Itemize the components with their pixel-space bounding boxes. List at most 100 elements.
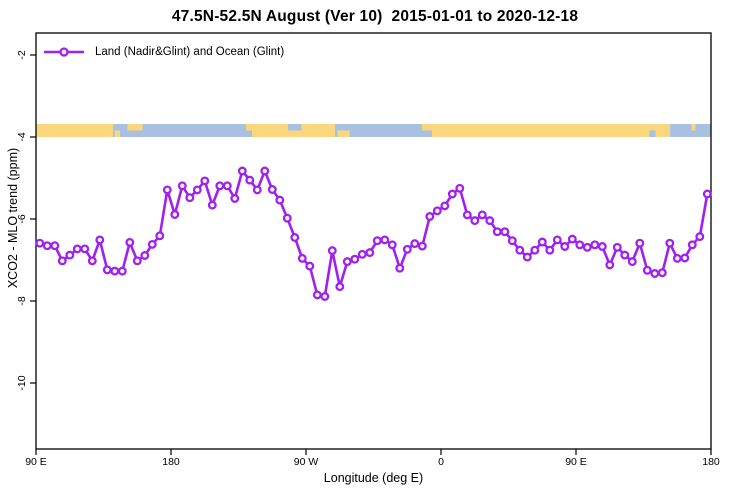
data-point-marker [515, 245, 525, 255]
data-point-marker [230, 194, 240, 203]
surface-band-segment-ocean [670, 124, 711, 137]
data-point-marker [365, 248, 375, 258]
data-point-marker [455, 183, 465, 193]
y-tick-label: -6 [16, 214, 28, 224]
data-point-marker [395, 263, 405, 273]
y-tick-label: -4 [16, 132, 28, 142]
data-point-marker [402, 244, 412, 254]
data-point-marker [582, 242, 592, 252]
data-point-marker [155, 231, 165, 241]
x-axis-label: Longitude (deg E) [323, 471, 424, 485]
data-point-marker [305, 261, 315, 271]
data-point-marker [627, 257, 637, 267]
data-point-marker [530, 245, 540, 255]
surface-band-detail-ocean [421, 130, 432, 137]
data-point-marker [335, 282, 345, 292]
data-point-marker [102, 265, 112, 275]
data-point-marker [275, 195, 285, 205]
data-point-marker [590, 240, 600, 250]
x-tick-label: 90 E [25, 456, 47, 468]
data-point-marker [425, 212, 435, 221]
data-point-marker [245, 175, 255, 185]
surface-band-detail-land [114, 130, 121, 137]
surface-band-detail-land [691, 124, 696, 131]
data-point-marker [680, 253, 690, 263]
data-point-marker [695, 232, 705, 242]
data-point-marker [507, 236, 517, 246]
data-point-marker [312, 290, 322, 300]
legend-label: Land (Nadir&Glint) and Ocean (Glint) [95, 46, 285, 58]
data-point-marker [462, 210, 472, 220]
data-point-marker [665, 238, 675, 248]
data-point-marker [612, 242, 622, 252]
chart-title: 47.5N-52.5N August (Ver 10) 2015-01-01 t… [171, 8, 579, 25]
surface-band-segment-ocean [334, 124, 422, 137]
data-point-marker [702, 189, 712, 199]
data-point-marker [672, 253, 682, 263]
surface-band-segment-ocean [113, 124, 252, 137]
data-point-marker [342, 257, 352, 267]
data-point-marker [597, 242, 607, 251]
data-point-marker [635, 238, 645, 248]
data-point-marker [432, 206, 442, 216]
data-point-marker [207, 200, 217, 210]
surface-band-detail-ocean [649, 130, 656, 137]
data-point-marker [485, 216, 495, 226]
data-point-marker [35, 238, 45, 248]
data-point-marker [65, 250, 75, 260]
data-point-marker [657, 268, 667, 278]
data-point-marker [267, 185, 277, 194]
data-point-marker [537, 237, 547, 247]
data-point-marker [57, 256, 67, 266]
data-point-marker [290, 233, 300, 242]
data-point-marker [72, 244, 82, 254]
data-point-marker [447, 189, 457, 199]
x-tick-label: 90 E [565, 456, 587, 468]
data-point-marker [162, 185, 172, 195]
data-point-marker [380, 235, 390, 245]
y-tick-label: -2 [16, 50, 28, 60]
surface-band-segment-land [36, 124, 113, 137]
data-point-marker [522, 252, 532, 262]
data-point-marker [140, 251, 150, 260]
data-point-marker [147, 239, 157, 249]
data-point-marker [185, 193, 195, 203]
data-point-marker [492, 227, 502, 237]
x-tick-label: 90 W [293, 456, 319, 468]
data-point-marker [642, 265, 652, 275]
y-tick-label: -10 [16, 375, 28, 391]
data-point-marker [650, 269, 660, 278]
data-point-marker [417, 241, 427, 251]
data-point-marker [132, 256, 142, 266]
data-point-marker [80, 244, 90, 254]
data-point-marker [387, 240, 397, 250]
legend-marker [59, 47, 69, 57]
data-point-marker [350, 254, 360, 264]
data-point-marker [327, 246, 337, 256]
data-point-marker [575, 240, 585, 250]
data-point-marker [170, 210, 180, 219]
data-point-marker [320, 292, 330, 301]
data-point-marker [297, 253, 307, 263]
data-point-marker [440, 201, 450, 211]
surface-band-detail-land [337, 130, 350, 137]
data-point-marker [687, 240, 697, 250]
data-point-marker [177, 181, 187, 191]
data-point-marker [372, 236, 382, 246]
data-point-marker [552, 235, 562, 245]
data-point-marker [50, 241, 60, 251]
data-point-marker [357, 249, 367, 259]
data-point-marker [200, 176, 210, 186]
data-point-marker [125, 237, 135, 247]
data-point-marker [87, 256, 97, 266]
x-tick-label: 180 [702, 456, 720, 468]
data-point-marker [222, 181, 232, 191]
data-point-marker [567, 234, 577, 244]
data-point-marker [95, 235, 105, 245]
data-point-marker [477, 210, 487, 220]
x-tick-label: 0 [438, 456, 444, 468]
data-point-marker [260, 166, 270, 176]
data-point-marker [545, 245, 555, 255]
data-point-marker [620, 250, 630, 260]
